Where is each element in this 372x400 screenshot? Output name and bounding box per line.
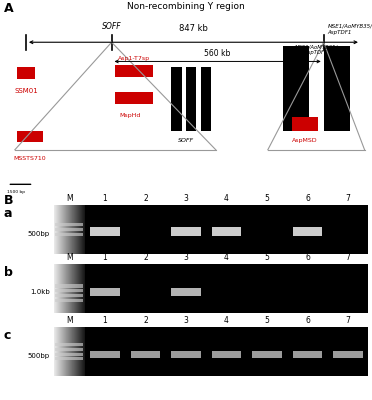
Bar <box>333 351 363 358</box>
Bar <box>171 288 201 296</box>
Text: 1: 1 <box>103 253 108 262</box>
Text: M: M <box>66 253 73 262</box>
Bar <box>293 351 322 358</box>
Text: M: M <box>66 316 73 325</box>
Bar <box>55 358 83 360</box>
Text: 2: 2 <box>143 194 148 203</box>
Bar <box>55 284 83 288</box>
Bar <box>90 351 119 358</box>
Text: 6: 6 <box>305 194 310 203</box>
Text: 847 kb: 847 kb <box>179 24 208 33</box>
Bar <box>201 67 211 130</box>
Bar <box>324 46 350 130</box>
Bar <box>212 351 241 358</box>
Text: 5: 5 <box>264 253 269 262</box>
Text: MspHd: MspHd <box>119 113 141 118</box>
Bar <box>186 67 196 130</box>
Bar <box>212 227 241 236</box>
Text: 6: 6 <box>305 253 310 262</box>
Bar <box>90 227 119 236</box>
Text: SSM01: SSM01 <box>14 88 38 94</box>
Bar <box>131 351 160 358</box>
Text: 2: 2 <box>143 253 148 262</box>
Text: 5: 5 <box>264 316 269 325</box>
Text: B: B <box>4 194 13 207</box>
Text: a: a <box>4 207 12 220</box>
Bar <box>55 352 83 356</box>
Text: 3: 3 <box>183 194 189 203</box>
Text: MSE1/AoMYB35/
AspTDF1: MSE1/AoMYB35/ AspTDF1 <box>327 23 372 34</box>
Bar <box>17 130 43 142</box>
Text: M: M <box>66 194 73 203</box>
Text: 6: 6 <box>305 316 310 325</box>
Bar <box>55 233 83 236</box>
Bar <box>115 92 153 104</box>
Text: 2: 2 <box>143 316 148 325</box>
Bar <box>253 351 282 358</box>
Text: 7: 7 <box>346 194 350 203</box>
Bar <box>55 223 83 226</box>
Bar <box>292 117 318 130</box>
Text: 560 kb: 560 kb <box>205 49 231 58</box>
Text: 500bp: 500bp <box>28 230 49 236</box>
Bar <box>55 299 83 302</box>
Text: 4: 4 <box>224 253 229 262</box>
Text: 7: 7 <box>346 316 350 325</box>
Text: Non-recombining Y region: Non-recombining Y region <box>127 2 245 11</box>
Text: SOFF: SOFF <box>178 138 194 143</box>
Text: A: A <box>4 2 13 15</box>
Bar <box>171 227 201 236</box>
Text: 1: 1 <box>103 194 108 203</box>
Bar <box>17 67 35 79</box>
Bar <box>55 343 83 346</box>
Bar <box>55 348 83 351</box>
Bar <box>55 228 83 231</box>
Text: 3: 3 <box>183 253 189 262</box>
Text: AspMSD: AspMSD <box>292 138 318 143</box>
Bar <box>55 289 83 292</box>
Bar <box>171 67 182 130</box>
Bar <box>293 227 322 236</box>
Bar <box>283 46 309 130</box>
Text: SOFF: SOFF <box>102 22 121 31</box>
Text: 1.0kb: 1.0kb <box>30 289 49 295</box>
Text: 1: 1 <box>103 316 108 325</box>
Text: 3: 3 <box>183 316 189 325</box>
Text: 4: 4 <box>224 194 229 203</box>
Text: 4: 4 <box>224 316 229 325</box>
Bar <box>115 65 153 77</box>
Text: 1500 bp: 1500 bp <box>7 190 25 194</box>
Text: MSE1/AoMYB35/
AspTDF1: MSE1/AoMYB35/ AspTDF1 <box>295 44 338 55</box>
Text: 500bp: 500bp <box>28 352 49 358</box>
Text: c: c <box>4 329 11 342</box>
Text: MSSTS710: MSSTS710 <box>13 156 46 160</box>
Bar <box>171 351 201 358</box>
Bar <box>55 294 83 297</box>
Text: 5: 5 <box>264 194 269 203</box>
Bar <box>90 288 119 296</box>
Text: Asp1-T7sp: Asp1-T7sp <box>118 56 150 62</box>
Text: b: b <box>4 266 13 279</box>
Text: 7: 7 <box>346 253 350 262</box>
